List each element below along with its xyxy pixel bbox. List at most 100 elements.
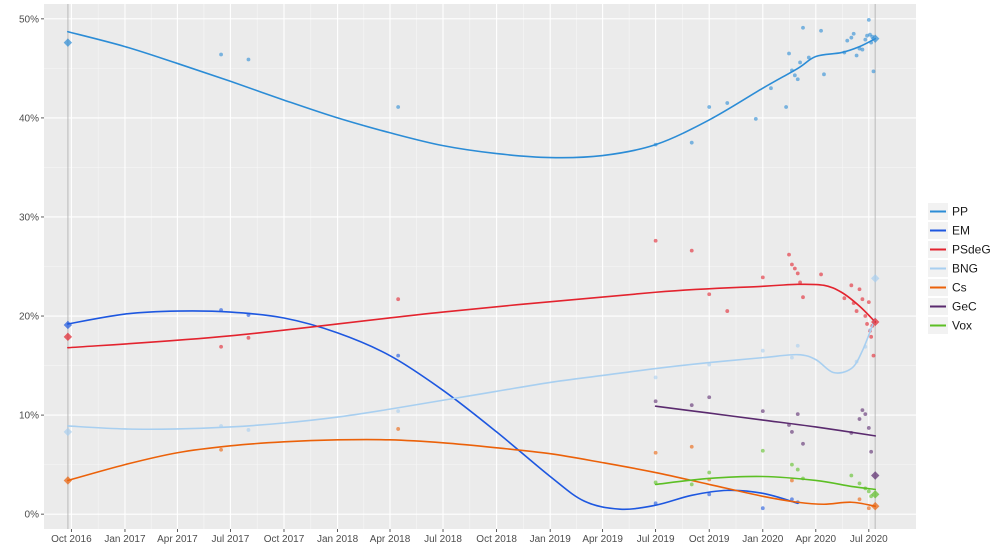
election-result-cs xyxy=(871,502,880,511)
poll-point-pp xyxy=(801,25,805,30)
trend-line-em xyxy=(67,310,799,511)
poll-point-pp xyxy=(822,72,826,77)
poll-point-bng xyxy=(795,343,800,348)
y-axis: 0% 10% 20% 30% 40% 50% xyxy=(19,14,44,521)
poll-point-cs xyxy=(653,450,658,455)
trend-line-gec xyxy=(654,405,877,437)
trend-line-bng xyxy=(67,317,877,431)
poll-point-psdeg xyxy=(219,344,223,349)
poll-point-gec xyxy=(863,412,868,416)
election-result-bng xyxy=(63,427,73,437)
x-tick-label: Oct 2019 xyxy=(689,534,730,545)
poll-point-pp xyxy=(787,51,791,56)
trend-line-vox xyxy=(654,475,877,491)
election-result-cs xyxy=(63,476,73,485)
x-tick-label: Apr 2018 xyxy=(370,534,411,545)
x-tick-label: Jan 2018 xyxy=(317,534,359,545)
poll-point-pp xyxy=(798,60,802,65)
election-result-psdeg xyxy=(871,317,880,327)
poll-point-psdeg xyxy=(790,262,794,267)
poll-point-em xyxy=(707,492,712,497)
poll-point-vox xyxy=(866,489,871,494)
poll-point-gec xyxy=(760,409,765,414)
poll-point-gec xyxy=(707,395,712,400)
poll-point-psdeg xyxy=(707,292,712,297)
trend-lines xyxy=(67,30,877,511)
poll-point-em xyxy=(653,501,658,506)
election-markers xyxy=(67,4,876,529)
poll-point-pp xyxy=(689,140,694,145)
poll-point-pp xyxy=(769,86,773,91)
poll-point-vox xyxy=(653,480,658,485)
poll-point-gec xyxy=(795,412,800,416)
y-tick-label: 40% xyxy=(19,113,39,124)
poll-point-psdeg xyxy=(396,297,401,302)
y-tick-label: 20% xyxy=(19,312,39,323)
poll-point-pp xyxy=(860,47,865,52)
poll-point-cs xyxy=(219,447,223,452)
election-results xyxy=(63,34,880,511)
y-tick-label: 10% xyxy=(19,411,39,422)
poll-point-psdeg xyxy=(865,322,869,326)
poll-point-gec xyxy=(653,399,658,404)
poll-point-bng xyxy=(707,362,712,367)
x-tick-label: Jul 2019 xyxy=(637,534,675,545)
election-result-bng xyxy=(871,274,880,283)
legend-label-psdeg: PSdeG xyxy=(952,243,991,257)
poll-point-psdeg xyxy=(787,252,791,257)
x-tick-label: Jul 2020 xyxy=(850,534,888,545)
poll-point-psdeg xyxy=(863,314,868,318)
x-tick-label: Jan 2020 xyxy=(742,534,784,545)
poll-point-bng xyxy=(246,428,251,432)
election-result-vox xyxy=(871,490,880,499)
legend-label-pp: PP xyxy=(952,205,968,219)
poll-point-pp xyxy=(854,53,859,58)
trend-line-psdeg xyxy=(67,283,877,349)
legend-label-vox: Vox xyxy=(952,319,972,333)
poll-point-psdeg xyxy=(869,334,874,339)
election-result-pp xyxy=(63,38,73,47)
poll-point-cs xyxy=(790,478,794,483)
poll-point-gec xyxy=(689,403,694,408)
poll-point-bng xyxy=(760,348,765,353)
poll-point-psdeg xyxy=(798,280,802,285)
poll-point-psdeg xyxy=(866,300,871,305)
poll-point-em xyxy=(760,506,765,511)
poll-point-pp xyxy=(246,57,251,62)
poll-point-pp xyxy=(871,69,876,74)
poll-point-gec xyxy=(857,417,862,421)
poll-point-pp xyxy=(806,55,811,60)
y-tick-label: 30% xyxy=(19,212,39,223)
poll-point-psdeg xyxy=(246,335,251,340)
poll-point-bng xyxy=(653,375,658,380)
x-tick-label: Jan 2017 xyxy=(104,534,146,545)
poll-point-bng xyxy=(790,355,794,360)
poll-point-psdeg xyxy=(871,353,876,358)
poll-point-psdeg xyxy=(860,297,865,302)
poll-point-pp xyxy=(863,37,868,42)
poll-point-pp xyxy=(792,73,797,78)
x-tick-label: Apr 2020 xyxy=(796,534,837,545)
poll-point-psdeg xyxy=(857,287,862,292)
poll-point-psdeg xyxy=(725,309,730,313)
poll-point-pp xyxy=(851,31,856,36)
y-tick-label: 50% xyxy=(19,14,39,25)
poll-point-psdeg xyxy=(653,238,658,243)
trend-line-cs xyxy=(67,438,877,508)
poll-point-cs xyxy=(857,497,862,502)
legend-label-em: EM xyxy=(952,224,970,238)
x-axis: Oct 2016 Jan 2017 Apr 2017 Jul 2017 Oct 2017… xyxy=(51,529,888,545)
poll-point-cs xyxy=(689,444,694,449)
election-result-psdeg xyxy=(63,332,73,342)
x-tick-label: Jul 2017 xyxy=(211,534,249,545)
poll-point-pp xyxy=(849,35,854,40)
poll-point-pp xyxy=(707,105,712,109)
x-tick-label: Oct 2016 xyxy=(51,534,92,545)
legend-label-cs: Cs xyxy=(952,281,967,295)
poll-point-pp xyxy=(865,33,869,38)
x-tick-label: Jan 2019 xyxy=(530,534,572,545)
poll-point-psdeg xyxy=(689,248,694,253)
poll-point-cs xyxy=(866,506,871,511)
poll-point-vox xyxy=(760,448,765,453)
poll-point-em xyxy=(396,353,401,358)
